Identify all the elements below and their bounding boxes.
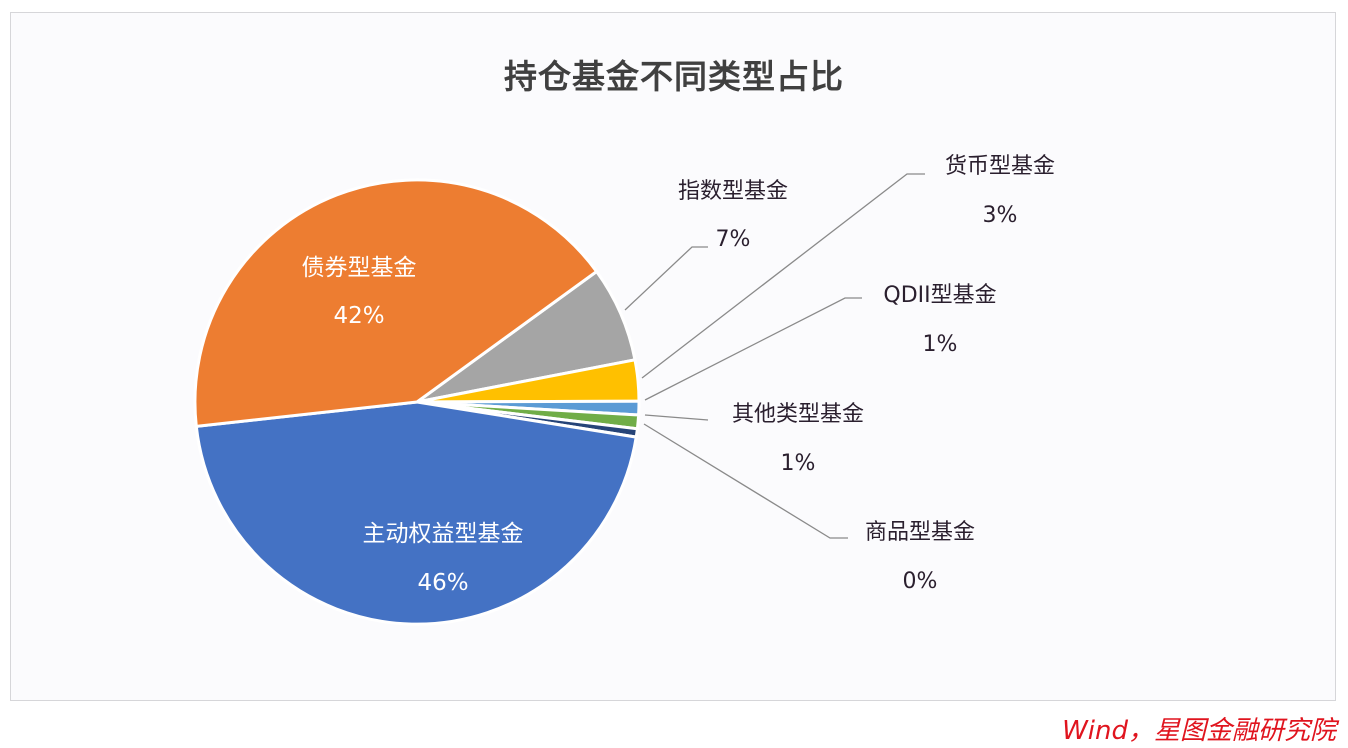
leader-line-money [641,173,925,379]
slice-label-money: 货币型基金 3% [945,154,1055,228]
pie-slice [193,178,599,429]
label-qdii-name: QDII型基金 [883,283,996,308]
source-note: Wind，星图金融研究院 [1062,716,1336,746]
label-index-pct: 7% [716,227,751,252]
label-qdii-pct: 1% [923,332,958,357]
slice-label-other: 其他类型基金 1% [732,402,864,476]
pie-slice [194,400,638,626]
label-equity-pct: 46% [417,570,468,596]
label-commodity-pct: 0% [903,569,938,594]
label-other-pct: 1% [781,451,816,476]
label-bond-pct: 42% [333,303,384,329]
leader-line-commodity [643,423,848,539]
label-equity-name: 主动权益型基金 [363,521,524,547]
leader-line-qdii [644,297,862,401]
slice-label-index: 指数型基金 7% [678,179,788,252]
label-bond-name: 债券型基金 [302,255,417,281]
slice-label-commodity: 商品型基金 0% [865,520,975,594]
label-other-name: 其他类型基金 [732,402,864,427]
label-index-name: 指数型基金 [678,179,788,204]
slice-label-equity: 主动权益型基金 46% [363,521,524,596]
leader-line-index [624,246,708,311]
label-money-pct: 3% [983,203,1018,228]
leader-lines [624,173,925,539]
label-money-name: 货币型基金 [945,154,1055,179]
label-commodity-name: 商品型基金 [865,520,975,545]
slice-label-bond: 债券型基金 42% [302,255,417,329]
leader-line-other [644,414,709,421]
slice-label-qdii: QDII型基金 1% [883,283,996,357]
chart-title: 持仓基金不同类型占比 [504,57,844,96]
pie-slices [193,178,641,626]
